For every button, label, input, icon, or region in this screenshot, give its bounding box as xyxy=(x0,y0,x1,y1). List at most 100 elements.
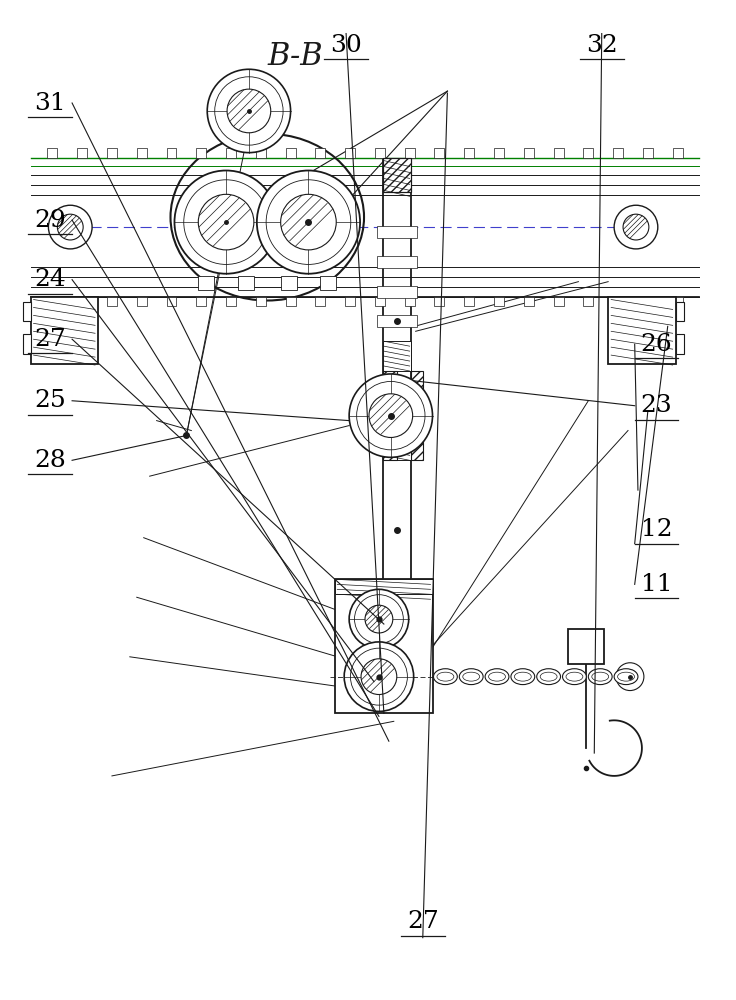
Bar xyxy=(286,297,296,306)
Bar xyxy=(383,158,411,192)
Bar xyxy=(383,341,411,371)
Bar xyxy=(405,297,414,306)
Bar xyxy=(434,148,445,158)
Ellipse shape xyxy=(566,672,583,681)
Bar xyxy=(197,148,206,158)
Circle shape xyxy=(369,394,413,437)
Bar xyxy=(47,297,57,306)
Circle shape xyxy=(266,180,351,264)
Circle shape xyxy=(184,180,269,264)
Bar xyxy=(345,297,355,306)
Bar xyxy=(643,297,653,306)
Bar xyxy=(336,579,433,713)
Ellipse shape xyxy=(485,669,509,685)
Circle shape xyxy=(355,595,403,644)
Bar xyxy=(676,302,684,321)
Bar xyxy=(23,302,31,321)
Ellipse shape xyxy=(540,672,557,681)
Bar xyxy=(256,297,266,306)
Bar xyxy=(494,148,504,158)
Text: 29: 29 xyxy=(35,209,66,232)
Bar xyxy=(198,276,214,290)
Circle shape xyxy=(616,663,644,691)
Bar xyxy=(226,297,236,306)
Circle shape xyxy=(614,205,658,249)
Bar xyxy=(377,256,417,268)
Text: 12: 12 xyxy=(641,518,673,541)
Bar xyxy=(47,148,57,158)
Circle shape xyxy=(174,171,277,274)
Bar xyxy=(166,297,177,306)
Circle shape xyxy=(350,648,408,705)
Text: 24: 24 xyxy=(35,268,66,291)
Bar xyxy=(377,315,417,327)
Ellipse shape xyxy=(489,672,506,681)
Bar xyxy=(197,297,206,306)
Ellipse shape xyxy=(463,672,480,681)
Bar xyxy=(608,297,676,364)
Ellipse shape xyxy=(459,669,483,685)
Text: 32: 32 xyxy=(586,34,618,57)
Ellipse shape xyxy=(537,669,561,685)
Circle shape xyxy=(257,171,360,274)
Text: 25: 25 xyxy=(35,389,66,412)
Bar xyxy=(320,276,336,290)
Bar xyxy=(375,297,385,306)
Ellipse shape xyxy=(514,672,531,681)
Circle shape xyxy=(280,194,336,250)
Bar xyxy=(31,297,98,364)
Text: 26: 26 xyxy=(640,333,673,356)
Bar xyxy=(434,297,445,306)
Bar xyxy=(524,148,534,158)
Circle shape xyxy=(215,77,283,145)
Bar xyxy=(238,276,254,290)
Bar xyxy=(524,297,534,306)
Bar xyxy=(584,297,593,306)
Bar xyxy=(226,148,236,158)
Circle shape xyxy=(198,194,254,250)
Bar xyxy=(673,297,682,306)
Bar xyxy=(613,148,623,158)
Circle shape xyxy=(208,69,291,153)
Bar xyxy=(411,371,422,460)
Text: 27: 27 xyxy=(407,910,439,933)
Bar xyxy=(107,297,117,306)
Circle shape xyxy=(365,605,393,633)
Bar xyxy=(77,297,87,306)
Bar xyxy=(256,148,266,158)
Bar xyxy=(464,297,474,306)
Text: 23: 23 xyxy=(640,394,673,417)
Bar xyxy=(345,148,355,158)
Ellipse shape xyxy=(434,669,457,685)
Text: 11: 11 xyxy=(641,573,672,596)
Text: 28: 28 xyxy=(35,449,66,472)
Text: B-B: B-B xyxy=(268,41,323,72)
Bar xyxy=(383,440,411,460)
Bar xyxy=(280,276,297,290)
Bar xyxy=(383,158,411,192)
Bar xyxy=(23,334,31,354)
Bar xyxy=(336,579,433,594)
Bar xyxy=(405,148,414,158)
Ellipse shape xyxy=(437,672,454,681)
Ellipse shape xyxy=(562,669,587,685)
Ellipse shape xyxy=(588,669,612,685)
Circle shape xyxy=(57,214,83,240)
Text: 31: 31 xyxy=(35,92,66,115)
Bar xyxy=(377,286,417,298)
Circle shape xyxy=(357,381,425,450)
Circle shape xyxy=(623,214,649,240)
Bar xyxy=(286,148,296,158)
Bar xyxy=(464,148,474,158)
Circle shape xyxy=(361,659,397,695)
Bar xyxy=(553,148,564,158)
Bar xyxy=(568,629,604,664)
Circle shape xyxy=(349,589,408,649)
Bar xyxy=(316,297,325,306)
Bar xyxy=(137,297,146,306)
Bar xyxy=(676,334,684,354)
Ellipse shape xyxy=(618,672,634,681)
Ellipse shape xyxy=(592,672,609,681)
Bar xyxy=(613,297,623,306)
Bar xyxy=(584,148,593,158)
